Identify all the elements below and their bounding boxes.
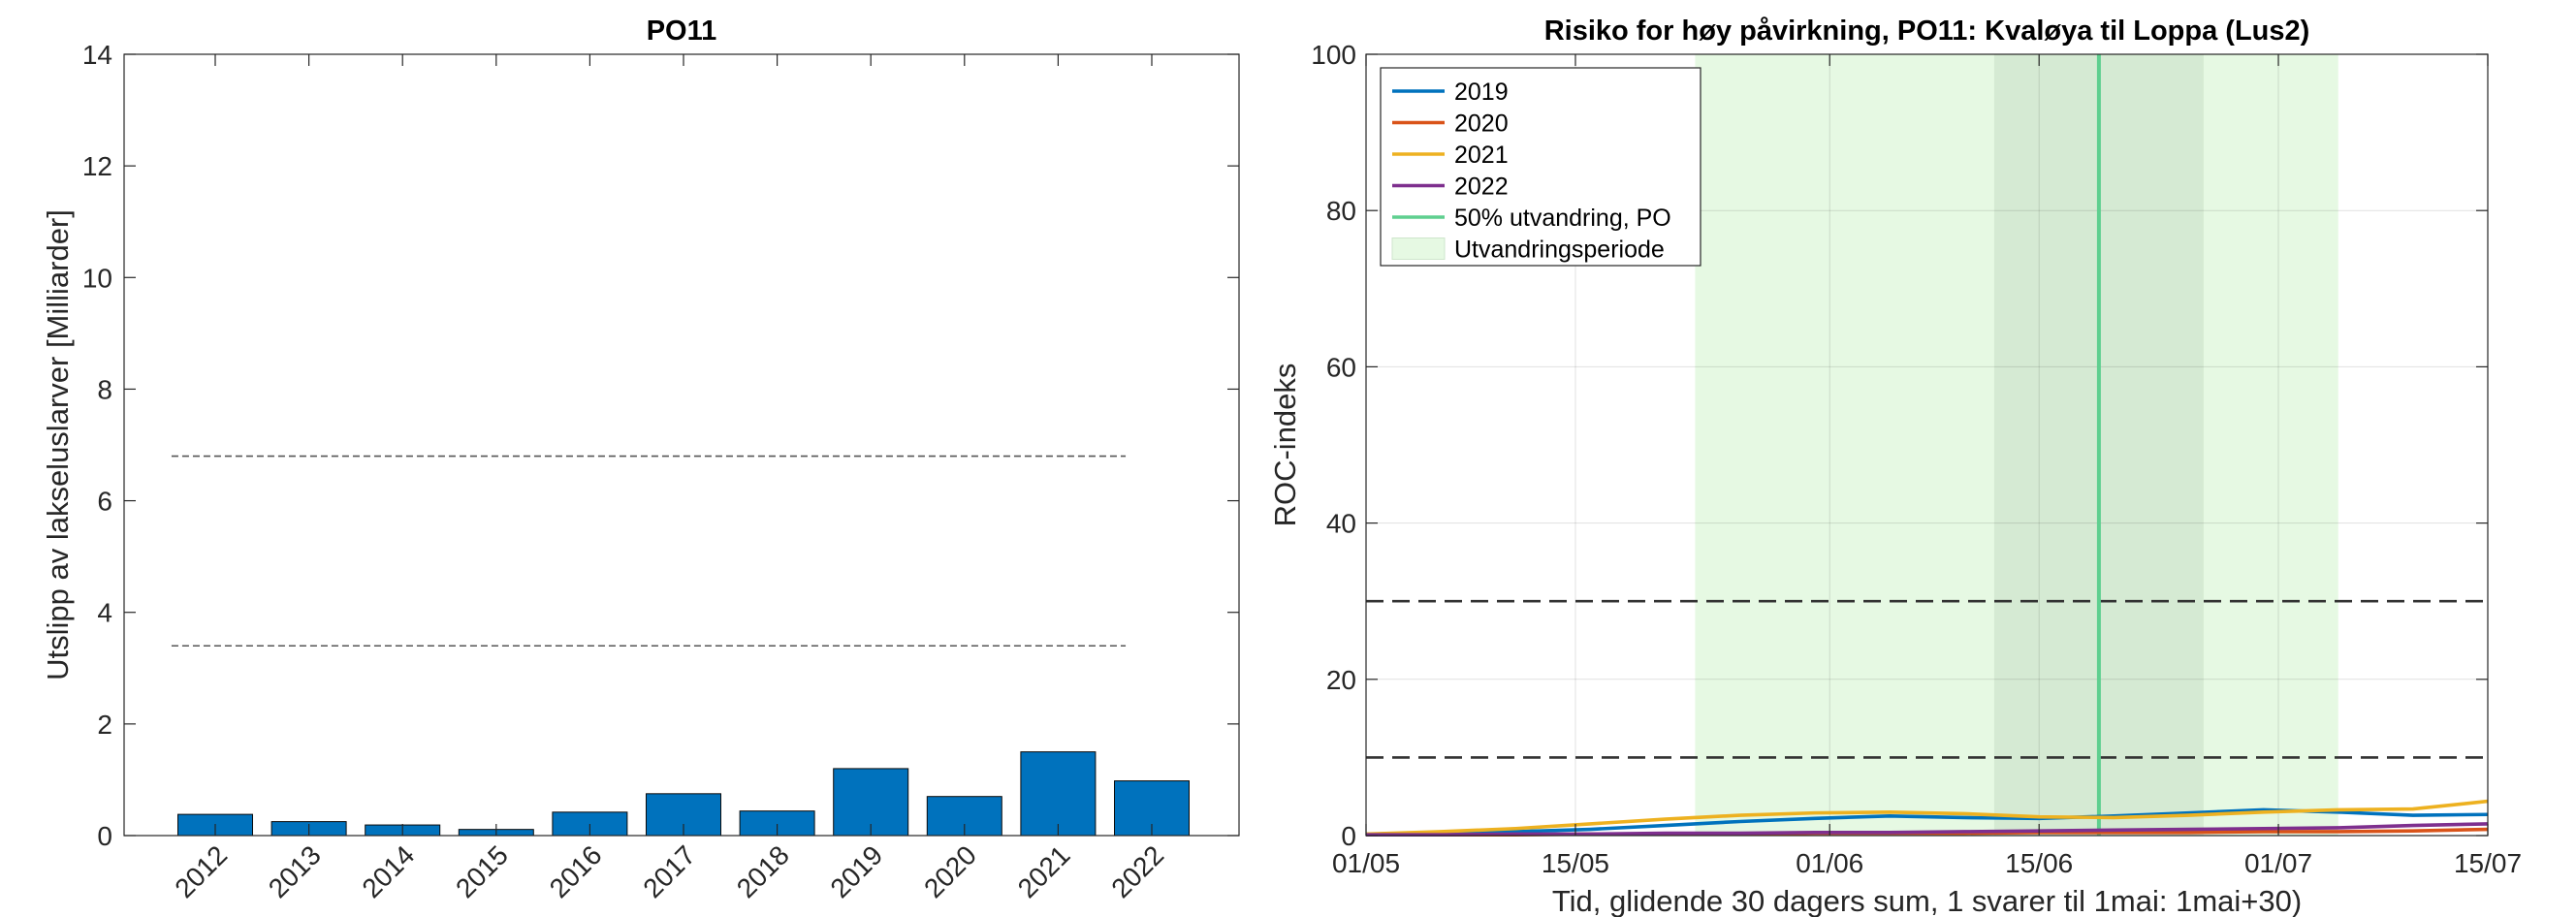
reference-lines — [1366, 599, 2488, 759]
legend-label-migration-period: Utvandringsperiode — [1454, 237, 1665, 264]
y-tick-label: 14 — [82, 40, 112, 70]
x-ticks: 01/05 15/05 01/06 15/06 01/07 15/07 — [1332, 54, 2522, 878]
y-tick-label: 100 — [1311, 40, 1356, 70]
x-tick-label: 2015 — [450, 839, 514, 903]
legend-label-2022: 2022 — [1454, 174, 1509, 201]
y-tick-label: 60 — [1326, 352, 1356, 382]
x-tick-label: 2019 — [824, 839, 888, 903]
bar-chart-axes-box — [123, 53, 1240, 837]
y-tick-label: 12 — [82, 151, 112, 181]
x-tick-label: 2021 — [1012, 839, 1076, 903]
x-tick-label: 2012 — [169, 839, 233, 903]
y-tick-label: 2 — [97, 710, 112, 740]
legend: 2019 2020 2021 2022 50% utvandring, PO Utvand… — [1380, 67, 1701, 267]
y-ticks: 0 2 4 6 8 10 12 14 — [82, 40, 1239, 851]
bar-2021 — [1020, 751, 1097, 837]
series-lines — [1365, 799, 2489, 837]
x-ticks: 2012 2013 2014 2015 2016 2017 2018 2019 2020 2021… — [169, 54, 1169, 903]
x-tick-label: 15/07 — [2454, 848, 2522, 878]
x-tick-label: 01/06 — [1796, 848, 1863, 878]
line-chart-x-label: Tid, glidende 30 dagers sum, 1 svarer ti… — [1552, 884, 2302, 917]
series-line-2021 — [1365, 799, 2489, 837]
x-tick-label: 2014 — [356, 839, 420, 903]
series-line-2022 — [1366, 822, 2489, 837]
x-tick-label: 2017 — [637, 839, 701, 903]
legend-box — [1380, 67, 1701, 267]
y-tick-label: 20 — [1326, 665, 1356, 695]
x-tick-label: 15/06 — [2005, 848, 2073, 878]
x-tick-label: 2013 — [263, 839, 327, 903]
y-tick-label: 6 — [97, 487, 112, 517]
y-ticks: 0 20 40 60 80 100 — [1311, 40, 2488, 851]
line-chart-axes-box — [1365, 53, 2489, 837]
x-tick-label: 2022 — [1105, 839, 1169, 903]
x-tick-label: 01/07 — [2244, 848, 2312, 878]
y-tick-label: 80 — [1326, 196, 1356, 226]
y-tick-label: 10 — [82, 263, 112, 293]
bars — [177, 751, 1190, 837]
x-tick-label: 01/05 — [1332, 848, 1400, 878]
reference-lines — [171, 455, 1127, 648]
y-tick-label: 40 — [1326, 509, 1356, 539]
y-tick-label: 0 — [1341, 821, 1356, 851]
y-tick-label: 8 — [97, 374, 112, 404]
legend-label-2019: 2019 — [1454, 79, 1509, 106]
line-chart: 0 20 40 60 80 100 01/05 15/05 01/06 15/06 01/07 15… — [1268, 16, 2522, 917]
bar-chart: 0 2 4 6 8 10 12 14 2012 2013 2014 2015 2016 2017 2018… — [41, 16, 1240, 903]
legend-label-2021: 2021 — [1454, 142, 1509, 169]
legend-label-2020: 2020 — [1454, 111, 1509, 138]
x-tick-label: 15/05 — [1542, 848, 1609, 878]
x-tick-label: 2016 — [544, 839, 608, 903]
y-tick-label: 0 — [97, 821, 112, 851]
x-tick-label: 2018 — [731, 839, 795, 903]
x-tick-label: 2020 — [918, 839, 982, 903]
line-chart-title: Risiko for høy påvirkning, PO11: Kvaløya… — [1544, 16, 2310, 47]
bar-chart-title: PO11 — [647, 16, 717, 47]
y-tick-label: 4 — [97, 598, 112, 628]
legend-swatch-migration-period — [1391, 237, 1446, 260]
line-chart-y-label: ROC-indeks — [1268, 364, 1302, 527]
bar-chart-y-label: Utslipp av lakseluslarver [Milliarder] — [41, 209, 75, 680]
legend-label-median-migration: 50% utvandring, PO — [1454, 205, 1671, 232]
